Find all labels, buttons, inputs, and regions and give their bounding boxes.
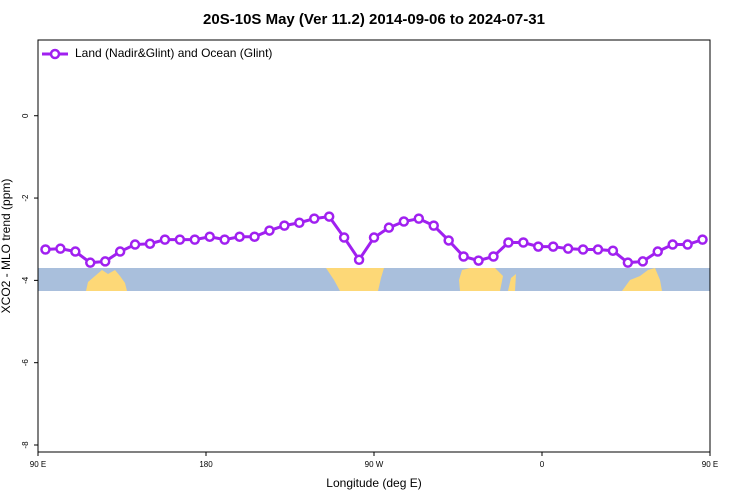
data-point xyxy=(622,257,634,268)
data-point xyxy=(547,241,559,252)
data-point xyxy=(249,231,260,242)
data-point xyxy=(144,238,156,249)
data-point xyxy=(219,234,230,245)
data-point xyxy=(338,232,350,243)
data-point xyxy=(323,211,335,222)
data-point xyxy=(40,244,51,255)
y-tick-label: 0 xyxy=(21,113,30,118)
data-point xyxy=(503,237,514,248)
data-point xyxy=(85,257,96,268)
data-point xyxy=(114,246,126,257)
data-point xyxy=(592,244,604,255)
data-point xyxy=(368,232,380,243)
legend-label: Land (Nadir&Glint) and Ocean (Glint) xyxy=(75,46,272,60)
data-point xyxy=(473,255,484,266)
data-point xyxy=(682,239,693,250)
data-point xyxy=(174,234,186,245)
data-point xyxy=(458,251,469,262)
x-axis-label: Longitude (deg E) xyxy=(326,476,421,490)
data-point xyxy=(413,213,425,224)
data-point xyxy=(637,256,649,267)
y-tick-label: -6 xyxy=(21,359,30,367)
data-point xyxy=(667,239,678,250)
y-tick-label: -4 xyxy=(21,276,30,284)
data-point xyxy=(189,234,201,245)
y-axis-label: XCO2 - MLO trend (ppm) xyxy=(0,179,13,314)
x-tick-label: 90 E xyxy=(30,460,46,469)
data-point xyxy=(234,231,245,242)
data-point xyxy=(518,237,529,248)
x-tick-label: 90 E xyxy=(702,460,718,469)
data-point xyxy=(697,234,708,245)
y-tick-label: -8 xyxy=(21,441,30,449)
data-point xyxy=(294,217,305,228)
data-point xyxy=(159,234,171,245)
data-point xyxy=(562,243,574,254)
data-point xyxy=(279,220,290,231)
data-point xyxy=(398,216,410,227)
data-point xyxy=(204,231,215,242)
x-tick-label: 0 xyxy=(540,460,545,469)
data-point xyxy=(428,220,439,231)
data-point xyxy=(652,246,663,257)
x-tick-label: 90 W xyxy=(365,460,384,469)
data-point xyxy=(383,222,395,233)
data-point xyxy=(533,241,544,252)
data-point xyxy=(607,245,619,256)
data-point xyxy=(443,235,454,246)
legend-marker xyxy=(49,48,61,60)
data-point xyxy=(129,239,141,250)
x-tick-label: 180 xyxy=(199,460,213,469)
data-point xyxy=(264,225,275,236)
y-tick-label: -2 xyxy=(21,194,30,202)
data-point xyxy=(353,254,365,266)
data-point xyxy=(577,244,589,255)
data-point xyxy=(55,243,66,254)
data-point xyxy=(99,256,111,267)
data-point xyxy=(488,251,499,262)
map-strip xyxy=(38,268,710,291)
data-point xyxy=(70,246,81,257)
data-point xyxy=(309,213,320,224)
chart-title: 20S-10S May (Ver 11.2) 2014-09-06 to 202… xyxy=(203,11,545,28)
